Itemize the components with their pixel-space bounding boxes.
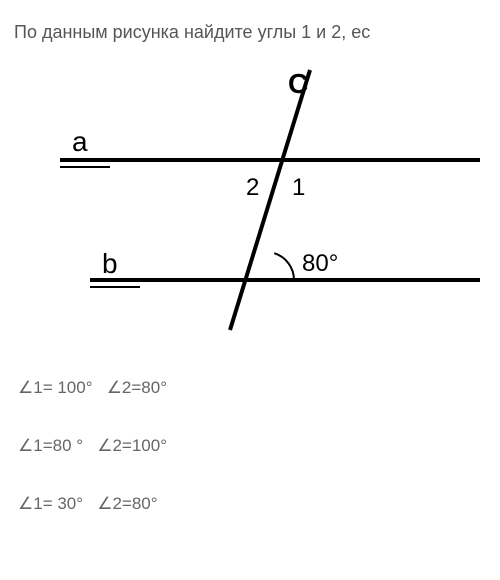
option-2-part-1: ∠1=80 ° — [18, 436, 83, 455]
answer-option-3[interactable]: ∠1= 30° ∠2=80° — [18, 494, 167, 514]
answer-option-1[interactable]: ∠1= 100° ∠2=80° — [18, 378, 167, 398]
svg-text:2: 2 — [246, 174, 259, 201]
option-2-part-2: ∠2=100° — [97, 436, 167, 455]
answer-option-2[interactable]: ∠1=80 ° ∠2=100° — [18, 436, 167, 456]
svg-text:80°: 80° — [302, 250, 338, 277]
geometry-diagram: Ca b 2 1 80° — [30, 55, 490, 345]
option-3-part-2: ∠2=80° — [97, 494, 157, 513]
option-3-part-1: ∠1= 30° — [18, 494, 83, 513]
option-1-part-2: ∠2=80° — [107, 378, 167, 397]
svg-text:b: b — [102, 248, 118, 279]
svg-text:C: C — [288, 68, 308, 99]
answer-options: ∠1= 100° ∠2=80° ∠1=80 ° ∠2=100° ∠1= 30° … — [18, 378, 167, 552]
svg-text:a: a — [72, 126, 88, 157]
option-1-part-1: ∠1= 100° — [18, 378, 93, 397]
svg-text:1: 1 — [292, 174, 305, 201]
question-text: По данным рисунка найдите углы 1 и 2, ес — [14, 22, 370, 43]
